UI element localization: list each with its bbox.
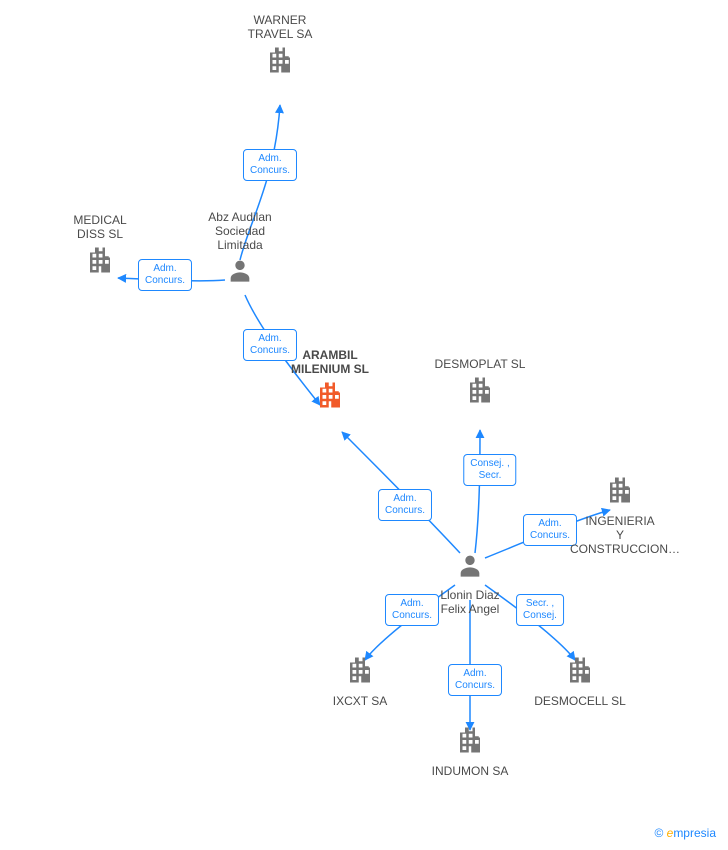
building-icon-wrap-ixcxt bbox=[310, 655, 410, 690]
watermark: © empresia bbox=[654, 826, 716, 840]
node-abz[interactable]: Abz Audilan Sociedad Limitada bbox=[190, 210, 290, 289]
edge-label-abz-warner: Adm. Concurs. bbox=[243, 149, 297, 181]
node-warner[interactable]: WARNER TRAVEL SA bbox=[230, 13, 330, 80]
copyright-symbol: © bbox=[654, 826, 663, 840]
node-label-desmoplat: DESMOPLAT SL bbox=[430, 357, 530, 371]
building-icon bbox=[465, 375, 495, 405]
building-icon bbox=[85, 245, 115, 275]
node-medical[interactable]: MEDICAL DISS SL bbox=[50, 213, 150, 280]
node-ingen[interactable]: INGENIERIA Y CONSTRUCCION… bbox=[570, 475, 670, 556]
building-icon bbox=[455, 725, 485, 755]
building-icon-wrap-warner bbox=[230, 45, 330, 80]
person-icon-wrap-abz bbox=[190, 256, 290, 289]
building-icon bbox=[345, 655, 375, 685]
building-icon-wrap-indumon bbox=[420, 725, 520, 760]
building-icon-wrap-arambil bbox=[280, 380, 380, 415]
edges-layer bbox=[0, 0, 728, 850]
edge-label-llonin-ingen: Adm. Concurs. bbox=[523, 514, 577, 546]
node-label-abz: Abz Audilan Sociedad Limitada bbox=[190, 210, 290, 252]
watermark-text: mpresia bbox=[673, 826, 716, 840]
building-icon bbox=[605, 475, 635, 505]
diagram-canvas: © empresia Adm. Concurs. Adm. Concurs. Adm… bbox=[0, 0, 728, 850]
node-label-medical: MEDICAL DISS SL bbox=[50, 213, 150, 241]
building-icon bbox=[315, 380, 345, 410]
edge-label-llonin-indumon: Adm. Concurs. bbox=[448, 664, 502, 696]
node-label-llonin: Llonin Diaz Felix Angel bbox=[420, 588, 520, 616]
node-desmocell[interactable]: DESMOCELL SL bbox=[530, 655, 630, 708]
building-icon bbox=[265, 45, 295, 75]
person-icon-wrap-llonin bbox=[420, 551, 520, 584]
edge-label-llonin-arambil: Adm. Concurs. bbox=[378, 489, 432, 521]
node-desmoplat[interactable]: DESMOPLAT SL bbox=[430, 357, 530, 410]
building-icon-wrap-medical bbox=[50, 245, 150, 280]
node-label-ixcxt: IXCXT SA bbox=[310, 694, 410, 708]
node-label-ingen: INGENIERIA Y CONSTRUCCION… bbox=[570, 514, 670, 556]
building-icon-wrap-ingen bbox=[570, 475, 670, 510]
node-arambil[interactable]: ARAMBIL MILENIUM SL bbox=[280, 348, 380, 415]
person-icon bbox=[456, 551, 484, 579]
node-llonin[interactable]: Llonin Diaz Felix Angel bbox=[420, 551, 520, 616]
node-ixcxt[interactable]: IXCXT SA bbox=[310, 655, 410, 708]
building-icon-wrap-desmocell bbox=[530, 655, 630, 690]
edge-llonin-desmoplat bbox=[475, 430, 480, 553]
edge-label-llonin-desmocell: Secr. , Consej. bbox=[516, 594, 564, 626]
building-icon bbox=[565, 655, 595, 685]
building-icon-wrap-desmoplat bbox=[430, 375, 530, 410]
person-icon bbox=[226, 256, 254, 284]
node-label-indumon: INDUMON SA bbox=[420, 764, 520, 778]
node-indumon[interactable]: INDUMON SA bbox=[420, 725, 520, 778]
node-label-desmocell: DESMOCELL SL bbox=[530, 694, 630, 708]
edge-label-llonin-desmoplat: Consej. , Secr. bbox=[463, 454, 516, 486]
node-label-warner: WARNER TRAVEL SA bbox=[230, 13, 330, 41]
node-label-arambil: ARAMBIL MILENIUM SL bbox=[280, 348, 380, 376]
